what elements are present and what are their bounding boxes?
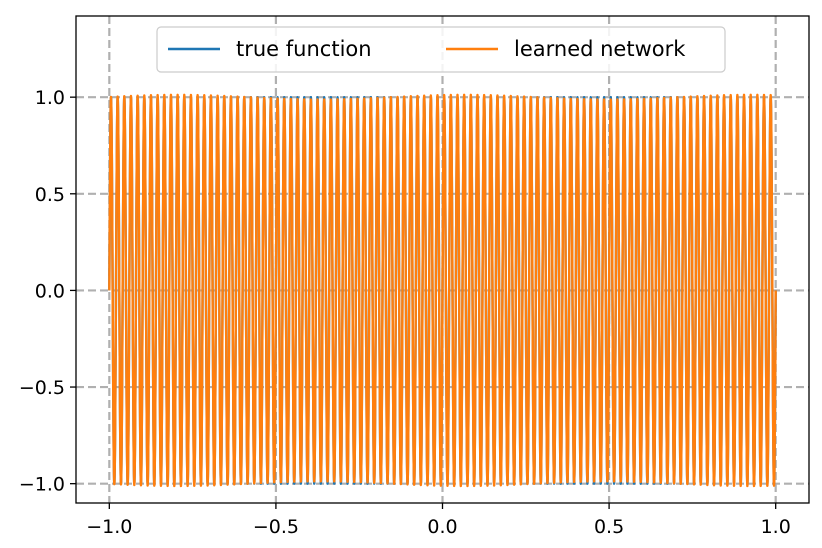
legend: true function learned network: [156, 26, 726, 73]
x-tick-label-1: −0.5: [253, 516, 299, 538]
series-group: [108, 93, 777, 488]
y-tick-label-1: −0.5: [19, 377, 65, 399]
legend-box: [156, 26, 726, 73]
y-tick-label-3: 0.5: [35, 184, 65, 206]
legend-label-0: true function: [236, 37, 372, 61]
x-tick-label-2: 0.0: [427, 516, 457, 538]
x-tick-label-0: −1.0: [86, 516, 132, 538]
y-tick-label-4: 1.0: [35, 87, 65, 109]
y-tick-label-2: 0.0: [35, 280, 65, 302]
y-tick-label-0: −1.0: [19, 474, 65, 496]
legend-label-1: learned network: [514, 37, 686, 61]
x-tick-label-4: 1.0: [761, 516, 791, 538]
series-line-learned-network: [108, 93, 777, 488]
ticks: −1.0 −0.5 0.0 0.5 1.0 −1.0 −0.5 0.0 0.5 1.0: [19, 87, 791, 538]
x-tick-label-3: 0.5: [594, 516, 624, 538]
